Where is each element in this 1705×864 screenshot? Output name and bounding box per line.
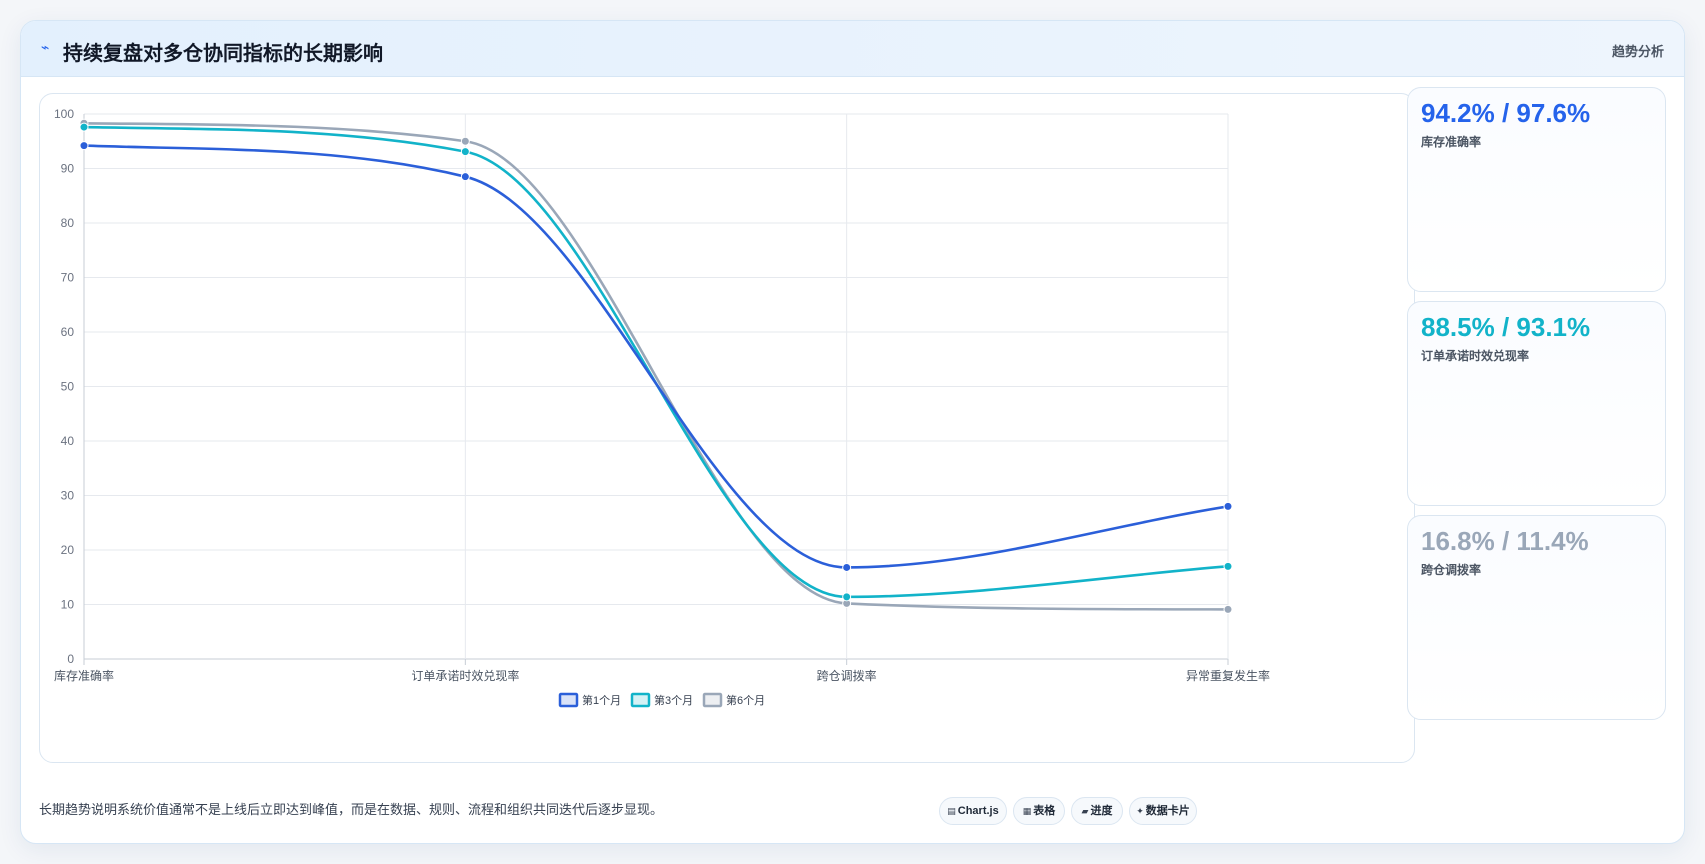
y-tick-label: 60 (61, 325, 75, 339)
data-point (460, 136, 470, 146)
page-title: 持续复盘对多仓协同指标的长期影响 (63, 43, 383, 65)
legend-label: 第1个月 (582, 693, 621, 707)
series-line (83, 121, 1229, 611)
chart-card: 0 10 20 30 40 50 60 70 80 90 100 库存准确率 订单承诺时效兑现率 跨仓调拨… (39, 93, 1415, 763)
x-tick-label: 跨仓调拨率 (817, 668, 877, 683)
kpi-label: 跨仓调拨率 (1421, 563, 1482, 577)
legend-swatch (558, 692, 579, 708)
line-chart: 0 10 20 30 40 50 60 70 80 90 100 库存准确率 订单承诺时效兑现率 跨仓调拨… (54, 107, 1270, 708)
x-tick-label: 订单承诺时效兑现率 (411, 668, 519, 683)
tag-chip-label: 表格 (1033, 805, 1056, 817)
legend-label: 第3个月 (654, 693, 693, 707)
table-icon: ▦ (1022, 806, 1032, 816)
panel-header: ⌁ 持续复盘对多仓协同指标的长期影响 趋势分析 (21, 21, 1684, 77)
y-tick-label: 20 (61, 543, 75, 557)
data-point (1223, 604, 1233, 614)
trend-line-icon: ⌁ (41, 39, 50, 55)
y-tick-label: 10 (61, 598, 75, 612)
footer-note: 长期趋势说明系统价值通常不是上线后立即达到峰值，而是在数据、规则、流程和组织共同… (39, 802, 664, 817)
tag-chip-label: 数据卡片 (1145, 805, 1190, 817)
tag-chip-label: Chart.js (957, 805, 999, 817)
tag-chip[interactable]: ▤ Chart.js (939, 797, 1007, 825)
tag-chip-label: 进度 (1090, 805, 1113, 817)
data-point (842, 592, 852, 602)
chart-icon: ▤ (947, 806, 956, 816)
x-tick-label: 库存准确率 (54, 668, 114, 683)
kpi-value: 88.5% / 93.1% (1421, 312, 1591, 342)
x-tick-label: 异常重复发生率 (1186, 668, 1270, 683)
data-point (460, 147, 470, 157)
y-tick-label: 50 (61, 380, 75, 394)
kpi-card: 88.5% / 93.1% 订单承诺时效兑现率 (1407, 301, 1666, 506)
kpi-label: 订单承诺时效兑现率 (1421, 349, 1530, 363)
y-tick-label: 90 (61, 162, 75, 176)
kpi-label: 库存准确率 (1421, 135, 1482, 149)
y-tick-label: 80 (61, 216, 75, 230)
tag-chip[interactable]: ✦ 数据卡片 (1129, 797, 1197, 825)
y-tick-label: 70 (61, 271, 75, 285)
series-line (83, 125, 1229, 599)
data-point (79, 141, 89, 151)
legend-swatch (702, 692, 723, 708)
y-tick-label: 100 (54, 107, 74, 121)
trend-analysis-label: 趋势分析 (1611, 44, 1664, 59)
y-tick-label: 0 (67, 652, 74, 666)
legend-swatch (630, 692, 651, 708)
series-line (83, 144, 1229, 569)
kpi-card: 16.8% / 11.4% 跨仓调拨率 (1407, 515, 1666, 720)
tag-chip[interactable]: ▦ 表格 (1013, 797, 1065, 825)
data-point (842, 562, 852, 572)
kpi-value: 16.8% / 11.4% (1421, 526, 1589, 556)
tag-chip[interactable]: ▰ 进度 (1071, 797, 1123, 825)
data-point (1223, 561, 1233, 571)
data-point (79, 122, 89, 132)
kpi-card: 94.2% / 97.6% 库存准确率 (1407, 87, 1666, 292)
kpi-value: 94.2% / 97.6% (1421, 98, 1591, 128)
data-point (460, 172, 470, 182)
progress-icon: ▰ (1081, 806, 1089, 816)
trend-panel: ⌁ 持续复盘对多仓协同指标的长期影响 趋势分析 0 10 20 30 40 50 60 70 8… (20, 20, 1685, 844)
legend-label: 第6个月 (726, 693, 765, 707)
sparkle-icon: ✦ (1136, 806, 1144, 816)
data-point (1223, 501, 1233, 511)
y-tick-label: 40 (61, 434, 75, 448)
y-tick-label: 30 (61, 489, 75, 503)
